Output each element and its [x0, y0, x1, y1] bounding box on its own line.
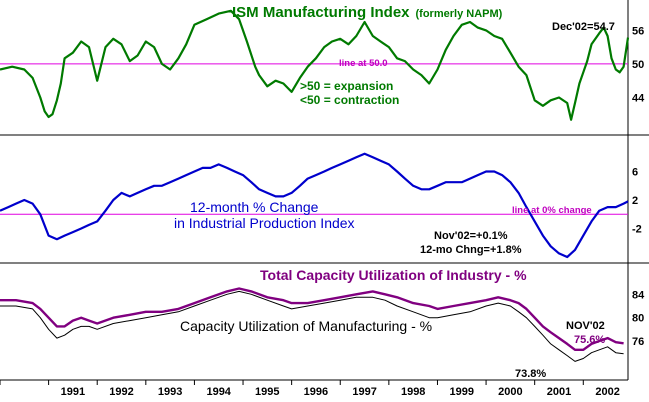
ism-reference-label: line at 50.0 [339, 58, 388, 69]
x-tick-label: 2000 [498, 386, 522, 398]
x-tick-label: 1994 [206, 386, 231, 398]
ism-latest-value: Dec'02=54.7 [552, 21, 615, 33]
ism-contraction-note: <50 = contraction [300, 93, 399, 107]
x-tick-label: 1996 [304, 386, 328, 398]
ip-y-tick-label: 6 [632, 167, 638, 179]
cu-total-title: Total Capacity Utilization of Industry -… [260, 267, 527, 283]
ip-y-tick-label: -2 [632, 224, 642, 236]
ip-reference-label: line at 0% change [512, 205, 592, 216]
cu-y-tick-label: 80 [632, 313, 644, 325]
ip-latest-change: Nov'02=+0.1% [434, 230, 508, 242]
cu-latest-date: NOV'02 [566, 320, 605, 332]
cu-y-tick-label: 76 [632, 336, 644, 348]
x-tick-label: 2002 [595, 386, 619, 398]
ism-y-tick-label: 44 [632, 92, 645, 104]
cu-total-latest: 75.6% [574, 334, 605, 346]
ip-12mo-change: 12-mo Chng=+1.8% [420, 244, 522, 256]
x-tick-label: 1999 [450, 386, 474, 398]
cu-y-tick-label: 84 [632, 289, 645, 301]
ip-y-tick-label: 2 [632, 195, 638, 207]
ism-title: ISM Manufacturing Index (formerly NAPM) [232, 4, 503, 21]
x-tick-label: 1991 [61, 386, 85, 398]
x-tick-label: 1993 [158, 386, 182, 398]
cu-manufacturing-series-line [0, 290, 624, 362]
x-tick-label: 1992 [109, 386, 133, 398]
cu-manufacturing-latest: 73.8% [515, 368, 546, 380]
ism-y-tick-label: 50 [632, 59, 644, 71]
ism-series-line [0, 9, 630, 121]
x-tick-label: 1995 [255, 386, 279, 398]
ism-expansion-note: >50 = expansion [300, 79, 393, 93]
x-tick-label: 1997 [352, 386, 376, 398]
ip-series-line [0, 152, 629, 259]
ip-title-line1: 12-month % Change [190, 199, 319, 215]
ism-y-tick-label: 56 [632, 25, 644, 37]
cu-manufacturing-title: Capacity Utilization of Manufacturing - … [180, 318, 432, 334]
cu-total-series-line [0, 287, 624, 351]
x-axis-ticks: 1991 1992 1993 1994 1995 1996 1997 1998 … [0, 380, 620, 398]
ip-title-line2: in Industrial Production Index [174, 215, 355, 231]
x-tick-label: 1998 [401, 386, 425, 398]
x-tick-label: 2001 [547, 386, 571, 398]
